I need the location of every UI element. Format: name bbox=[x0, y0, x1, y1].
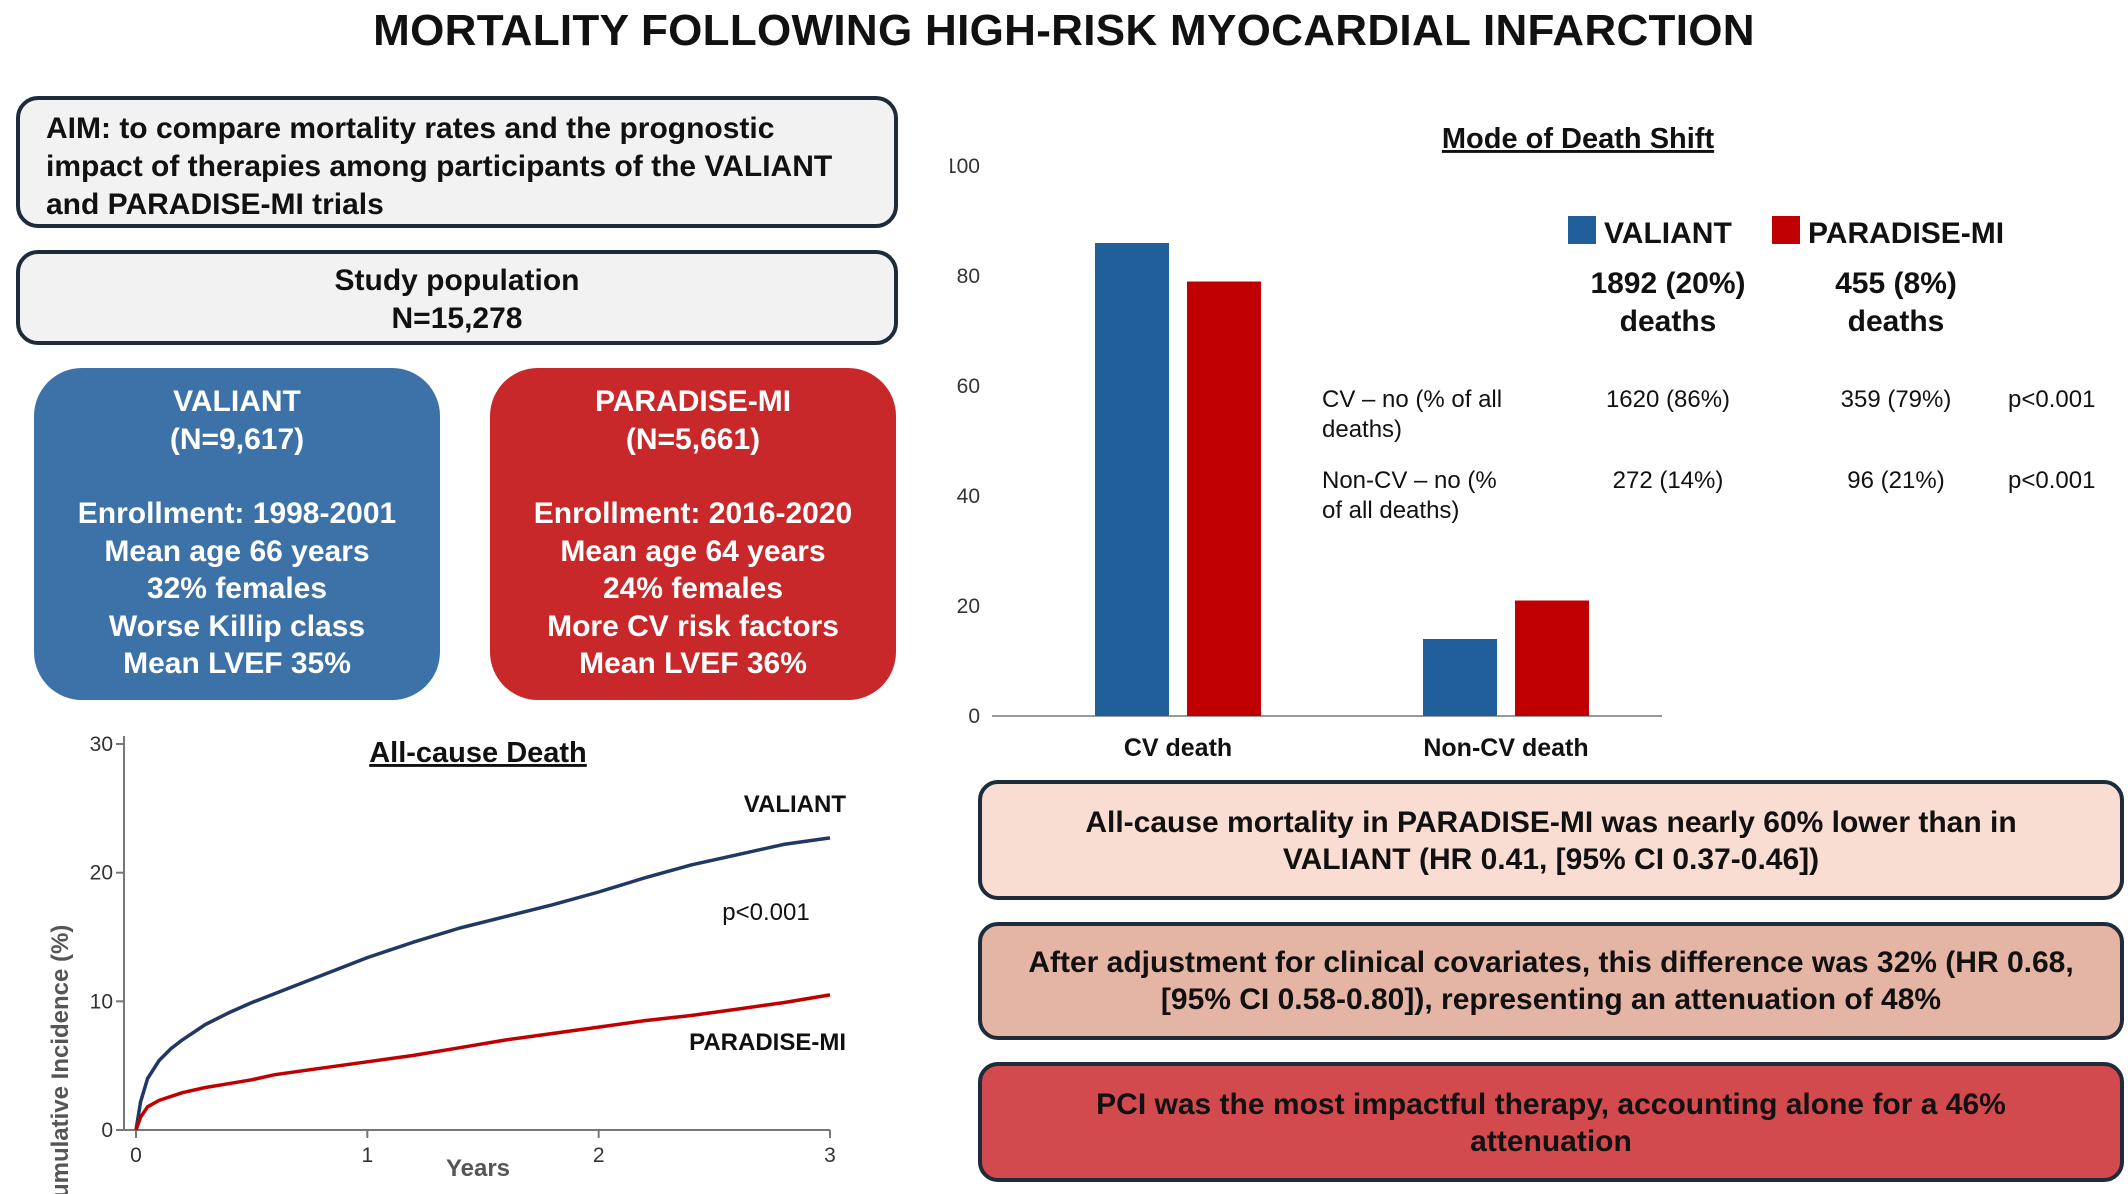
y-tick-label: 80 bbox=[957, 265, 980, 288]
cohort-n: (N=9,617) bbox=[169, 422, 305, 456]
cohort-detail: 32% females bbox=[146, 572, 328, 605]
x-tick-label: 1 bbox=[361, 1144, 373, 1167]
y-tick-label: 40 bbox=[957, 485, 980, 508]
finding-line: All-cause mortality in PARADISE-MI was n… bbox=[1085, 806, 2017, 839]
bar-non-cv-paradise-mi bbox=[1515, 600, 1589, 716]
y-axis-label: Cumulative Incidence (%) bbox=[47, 925, 74, 1194]
p-value-annotation: p<0.001 bbox=[722, 899, 809, 926]
cohort-name: VALIANT bbox=[173, 385, 301, 418]
cv-paradise-mi-value: 359 (79%) bbox=[1841, 386, 1952, 413]
finding-box-1: All-cause mortality in PARADISE-MI was n… bbox=[978, 780, 2124, 900]
valiant-cohort-card: VALIANT (N=9,617) Enrollment: 1998-2001 … bbox=[34, 368, 440, 700]
cohort-n: (N=5,661) bbox=[625, 422, 761, 456]
finding-box-3: PCI was the most impactful therapy, acco… bbox=[978, 1062, 2124, 1182]
aim-line: AIM: to compare mortality rates and the … bbox=[46, 112, 775, 145]
bar-cv-paradise-mi bbox=[1187, 281, 1261, 716]
category-label: Non-CV death bbox=[1423, 734, 1588, 762]
legend-label-valiant: VALIANT bbox=[1604, 217, 1732, 250]
aim-line: and PARADISE-MI trials bbox=[46, 188, 384, 221]
y-tick-label: 60 bbox=[957, 375, 980, 398]
finding-line: [95% CI 0.58-0.80]), representing an att… bbox=[1160, 983, 1942, 1016]
y-tick-label: 20 bbox=[957, 595, 980, 618]
cohort-detail: More CV risk factors bbox=[547, 609, 839, 643]
row-label-non-cv: of all deaths) bbox=[1322, 497, 1459, 524]
legend-swatch-valiant bbox=[1568, 216, 1596, 244]
row-label-cv: deaths) bbox=[1322, 416, 1402, 443]
non-cv-paradise-mi-value: 96 (21%) bbox=[1847, 467, 1944, 494]
all-cause-death-chart: All-cause Death Cumulative Incidence (%)… bbox=[47, 733, 847, 1194]
deaths-paradise-mi-label: deaths bbox=[1848, 305, 1945, 338]
deaths-valiant-label: deaths bbox=[1620, 305, 1717, 338]
row-label-cv: CV – no (% of all bbox=[1322, 386, 1502, 413]
chart-title: Mode of Death Shift bbox=[1442, 123, 1715, 155]
cv-p-value: p<0.001 bbox=[2008, 386, 2095, 413]
y-tick-label: 0 bbox=[968, 705, 980, 728]
cv-valiant-value: 1620 (86%) bbox=[1606, 386, 1730, 413]
study-population-box: Study population N=15,278 bbox=[16, 250, 898, 345]
cohort-detail: Mean LVEF 35% bbox=[123, 647, 351, 680]
chart-title: All-cause Death bbox=[369, 737, 587, 769]
aim-box: AIM: to compare mortality rates and the … bbox=[16, 96, 898, 228]
finding-line: After adjustment for clinical covariates… bbox=[1028, 946, 2074, 979]
non-cv-valiant-value: 272 (14%) bbox=[1613, 467, 1724, 494]
aim-line: impact of therapies among participants o… bbox=[46, 150, 833, 183]
finding-line: PCI was the most impactful therapy, acco… bbox=[1096, 1088, 2006, 1121]
finding-line: VALIANT (HR 0.41, [95% CI 0.37-0.46]) bbox=[1282, 843, 1820, 876]
cohort-detail: Enrollment: 1998-2001 bbox=[77, 497, 397, 530]
row-label-non-cv: Non-CV – no (% bbox=[1322, 467, 1497, 494]
series-line-valiant bbox=[134, 836, 831, 1131]
cohort-detail: 24% females bbox=[602, 572, 784, 605]
study-population-n: N=15,278 bbox=[391, 302, 523, 335]
paradise-mi-cohort-card: PARADISE-MI (N=5,661) Enrollment: 2016-2… bbox=[490, 368, 896, 700]
cohort-detail: Mean age 64 years bbox=[560, 534, 826, 568]
cohort-detail: Mean age 66 years bbox=[104, 534, 370, 568]
x-tick-label: 2 bbox=[593, 1144, 605, 1167]
category-label: CV death bbox=[1124, 734, 1232, 762]
y-tick-label: 30 bbox=[90, 733, 113, 756]
y-tick-label: 20 bbox=[90, 862, 113, 885]
finding-line: attenuation bbox=[1470, 1125, 1632, 1158]
x-axis-label: Years bbox=[446, 1155, 510, 1182]
y-tick-label: 10 bbox=[90, 990, 113, 1013]
cohort-name: PARADISE-MI bbox=[594, 385, 792, 418]
page-title: MORTALITY FOLLOWING HIGH-RISK MYOCARDIAL… bbox=[373, 6, 1755, 55]
legend-swatch-paradise-mi bbox=[1772, 216, 1800, 244]
x-tick-label: 3 bbox=[824, 1144, 836, 1167]
bar-non-cv-valiant bbox=[1423, 639, 1497, 716]
bar-cv-valiant bbox=[1095, 243, 1169, 716]
series-line-paradise-mi bbox=[134, 993, 831, 1131]
finding-box-2: After adjustment for clinical covariates… bbox=[978, 922, 2124, 1040]
series-label-valiant: VALIANT bbox=[744, 791, 847, 818]
series-label-paradise-mi: PARADISE-MI bbox=[689, 1029, 846, 1056]
deaths-valiant: 1892 (20%) bbox=[1590, 267, 1745, 300]
legend-label-paradise-mi: PARADISE-MI bbox=[1808, 217, 2004, 250]
non-cv-p-value: p<0.001 bbox=[2008, 467, 2095, 494]
cohort-detail: Worse Killip class bbox=[108, 609, 366, 643]
mode-of-death-chart: Mode of Death Shift 0 20 40 60 80 100 CV deat… bbox=[950, 123, 2095, 762]
cohort-detail: Mean LVEF 36% bbox=[579, 647, 807, 680]
study-population-label: Study population bbox=[334, 264, 580, 297]
y-tick-label: 100 bbox=[950, 155, 980, 178]
y-tick-label: 0 bbox=[101, 1119, 113, 1142]
deaths-paradise-mi: 455 (8%) bbox=[1835, 267, 1957, 300]
cohort-detail: Enrollment: 2016-2020 bbox=[533, 497, 853, 530]
x-tick-label: 0 bbox=[130, 1144, 142, 1167]
